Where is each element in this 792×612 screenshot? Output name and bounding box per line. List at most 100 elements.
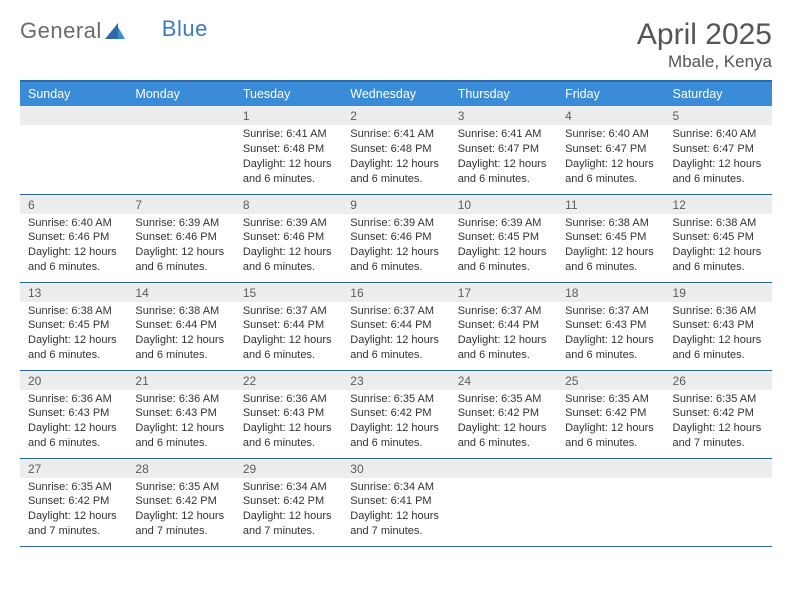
calendar-week-row: 20Sunrise: 6:36 AMSunset: 6:43 PMDayligh… <box>20 370 772 458</box>
calendar-day-cell: 13Sunrise: 6:38 AMSunset: 6:45 PMDayligh… <box>20 282 127 370</box>
day-number: 16 <box>342 283 449 302</box>
calendar-week-row: 6Sunrise: 6:40 AMSunset: 6:46 PMDaylight… <box>20 194 772 282</box>
weekday-header: Saturday <box>665 81 772 106</box>
logo-text-2: Blue <box>162 16 208 42</box>
day-data <box>450 478 557 538</box>
day-data <box>20 125 127 185</box>
location: Mbale, Kenya <box>637 52 772 72</box>
weekday-header: Monday <box>127 81 234 106</box>
calendar-week-row: 13Sunrise: 6:38 AMSunset: 6:45 PMDayligh… <box>20 282 772 370</box>
day-number: 26 <box>665 371 772 390</box>
day-data: Sunrise: 6:40 AMSunset: 6:46 PMDaylight:… <box>20 214 127 279</box>
day-number: 30 <box>342 459 449 478</box>
logo-text-1: General <box>20 18 102 44</box>
day-number: 7 <box>127 195 234 214</box>
calendar-table: SundayMondayTuesdayWednesdayThursdayFrid… <box>20 80 772 547</box>
title-block: April 2025 Mbale, Kenya <box>637 18 772 72</box>
weekday-header: Sunday <box>20 81 127 106</box>
day-data <box>665 478 772 538</box>
calendar-day-cell: 19Sunrise: 6:36 AMSunset: 6:43 PMDayligh… <box>665 282 772 370</box>
day-data: Sunrise: 6:40 AMSunset: 6:47 PMDaylight:… <box>557 125 664 190</box>
day-number: 28 <box>127 459 234 478</box>
calendar-day-cell: 12Sunrise: 6:38 AMSunset: 6:45 PMDayligh… <box>665 194 772 282</box>
day-data: Sunrise: 6:35 AMSunset: 6:42 PMDaylight:… <box>20 478 127 543</box>
day-data: Sunrise: 6:35 AMSunset: 6:42 PMDaylight:… <box>557 390 664 455</box>
calendar-day-cell: 27Sunrise: 6:35 AMSunset: 6:42 PMDayligh… <box>20 458 127 546</box>
day-data: Sunrise: 6:38 AMSunset: 6:44 PMDaylight:… <box>127 302 234 367</box>
calendar-day-cell: 11Sunrise: 6:38 AMSunset: 6:45 PMDayligh… <box>557 194 664 282</box>
day-data: Sunrise: 6:38 AMSunset: 6:45 PMDaylight:… <box>665 214 772 279</box>
calendar-day-cell: 14Sunrise: 6:38 AMSunset: 6:44 PMDayligh… <box>127 282 234 370</box>
day-data: Sunrise: 6:40 AMSunset: 6:47 PMDaylight:… <box>665 125 772 190</box>
weekday-header: Wednesday <box>342 81 449 106</box>
calendar-day-cell: 5Sunrise: 6:40 AMSunset: 6:47 PMDaylight… <box>665 106 772 194</box>
day-number: 3 <box>450 106 557 125</box>
day-data <box>127 125 234 185</box>
weekday-header: Thursday <box>450 81 557 106</box>
day-number: 4 <box>557 106 664 125</box>
day-number: 11 <box>557 195 664 214</box>
day-data: Sunrise: 6:36 AMSunset: 6:43 PMDaylight:… <box>665 302 772 367</box>
calendar-day-cell: 24Sunrise: 6:35 AMSunset: 6:42 PMDayligh… <box>450 370 557 458</box>
day-number: 25 <box>557 371 664 390</box>
calendar-day-cell: 15Sunrise: 6:37 AMSunset: 6:44 PMDayligh… <box>235 282 342 370</box>
day-data: Sunrise: 6:34 AMSunset: 6:41 PMDaylight:… <box>342 478 449 543</box>
day-number: 23 <box>342 371 449 390</box>
day-number <box>127 106 234 125</box>
day-data: Sunrise: 6:37 AMSunset: 6:44 PMDaylight:… <box>450 302 557 367</box>
month-title: April 2025 <box>637 18 772 52</box>
calendar-body: 1Sunrise: 6:41 AMSunset: 6:48 PMDaylight… <box>20 106 772 546</box>
day-data: Sunrise: 6:39 AMSunset: 6:46 PMDaylight:… <box>235 214 342 279</box>
weekday-header: Friday <box>557 81 664 106</box>
day-data: Sunrise: 6:39 AMSunset: 6:46 PMDaylight:… <box>342 214 449 279</box>
day-data: Sunrise: 6:41 AMSunset: 6:47 PMDaylight:… <box>450 125 557 190</box>
day-number: 8 <box>235 195 342 214</box>
calendar-day-cell: 23Sunrise: 6:35 AMSunset: 6:42 PMDayligh… <box>342 370 449 458</box>
day-number <box>450 459 557 478</box>
day-number: 13 <box>20 283 127 302</box>
calendar-day-cell: 16Sunrise: 6:37 AMSunset: 6:44 PMDayligh… <box>342 282 449 370</box>
calendar-day-cell: 25Sunrise: 6:35 AMSunset: 6:42 PMDayligh… <box>557 370 664 458</box>
calendar-day-cell: 26Sunrise: 6:35 AMSunset: 6:42 PMDayligh… <box>665 370 772 458</box>
day-data: Sunrise: 6:38 AMSunset: 6:45 PMDaylight:… <box>557 214 664 279</box>
day-data: Sunrise: 6:39 AMSunset: 6:45 PMDaylight:… <box>450 214 557 279</box>
day-number: 14 <box>127 283 234 302</box>
calendar-day-cell: 7Sunrise: 6:39 AMSunset: 6:46 PMDaylight… <box>127 194 234 282</box>
calendar-day-cell: 21Sunrise: 6:36 AMSunset: 6:43 PMDayligh… <box>127 370 234 458</box>
calendar-day-cell: 29Sunrise: 6:34 AMSunset: 6:42 PMDayligh… <box>235 458 342 546</box>
calendar-day-cell: 8Sunrise: 6:39 AMSunset: 6:46 PMDaylight… <box>235 194 342 282</box>
weekday-header: Tuesday <box>235 81 342 106</box>
day-number: 17 <box>450 283 557 302</box>
day-number: 1 <box>235 106 342 125</box>
day-number: 5 <box>665 106 772 125</box>
day-number: 27 <box>20 459 127 478</box>
day-number: 15 <box>235 283 342 302</box>
day-number: 6 <box>20 195 127 214</box>
day-number: 2 <box>342 106 449 125</box>
calendar-day-cell: 3Sunrise: 6:41 AMSunset: 6:47 PMDaylight… <box>450 106 557 194</box>
calendar-day-cell: 10Sunrise: 6:39 AMSunset: 6:45 PMDayligh… <box>450 194 557 282</box>
day-data: Sunrise: 6:36 AMSunset: 6:43 PMDaylight:… <box>20 390 127 455</box>
day-data: Sunrise: 6:35 AMSunset: 6:42 PMDaylight:… <box>127 478 234 543</box>
logo: General Blue <box>20 18 208 44</box>
calendar-day-cell: 30Sunrise: 6:34 AMSunset: 6:41 PMDayligh… <box>342 458 449 546</box>
day-data: Sunrise: 6:34 AMSunset: 6:42 PMDaylight:… <box>235 478 342 543</box>
calendar-week-row: 27Sunrise: 6:35 AMSunset: 6:42 PMDayligh… <box>20 458 772 546</box>
header: General Blue April 2025 Mbale, Kenya <box>20 18 772 72</box>
day-data: Sunrise: 6:37 AMSunset: 6:43 PMDaylight:… <box>557 302 664 367</box>
calendar-day-cell <box>127 106 234 194</box>
day-data: Sunrise: 6:38 AMSunset: 6:45 PMDaylight:… <box>20 302 127 367</box>
day-number: 9 <box>342 195 449 214</box>
day-data <box>557 478 664 538</box>
day-number: 18 <box>557 283 664 302</box>
calendar-day-cell: 2Sunrise: 6:41 AMSunset: 6:48 PMDaylight… <box>342 106 449 194</box>
day-number <box>665 459 772 478</box>
calendar-day-cell <box>557 458 664 546</box>
day-data: Sunrise: 6:41 AMSunset: 6:48 PMDaylight:… <box>342 125 449 190</box>
logo-sail-icon <box>104 22 126 40</box>
calendar-day-cell: 17Sunrise: 6:37 AMSunset: 6:44 PMDayligh… <box>450 282 557 370</box>
day-number: 22 <box>235 371 342 390</box>
day-number: 20 <box>20 371 127 390</box>
calendar-day-cell: 1Sunrise: 6:41 AMSunset: 6:48 PMDaylight… <box>235 106 342 194</box>
calendar-day-cell <box>450 458 557 546</box>
